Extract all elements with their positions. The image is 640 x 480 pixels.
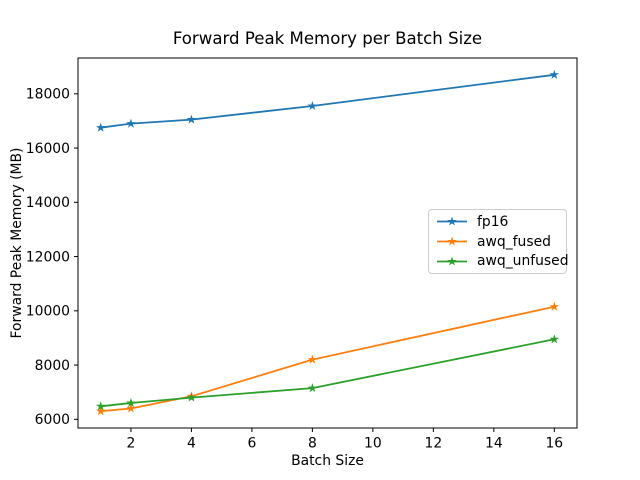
legend-item-awq-fused: awq_fused bbox=[437, 232, 566, 252]
legend-label-awq-unfused: awq_unfused bbox=[477, 253, 569, 270]
legend: fp16 awq_fused awq_unfused bbox=[428, 209, 569, 274]
data-point-marker-awq_fused bbox=[95, 406, 106, 416]
data-point-marker-fp16 bbox=[95, 122, 106, 132]
data-point-marker-awq_fused bbox=[126, 403, 136, 413]
axes-frame bbox=[77, 57, 578, 429]
chart-title: Forward Peak Memory per Batch Size bbox=[172, 29, 483, 48]
x-tick-label: 12 bbox=[425, 436, 443, 452]
y-tick-label: 18000 bbox=[26, 87, 70, 103]
data-point-marker-awq_unfused bbox=[95, 401, 106, 411]
data-point-marker-awq_unfused bbox=[126, 398, 136, 408]
data-point-marker-fp16 bbox=[549, 69, 560, 79]
x-tick-label: 8 bbox=[308, 436, 317, 452]
legend-line-marker-awq-fused bbox=[437, 236, 467, 246]
legend-line-marker-fp16 bbox=[437, 216, 467, 226]
y-tick-label: 8000 bbox=[35, 358, 70, 374]
legend-sample-star-icon bbox=[447, 256, 457, 266]
legend-sample-star-icon bbox=[447, 216, 457, 226]
y-tick-label: 10000 bbox=[26, 304, 70, 320]
data-point-marker-fp16 bbox=[126, 118, 136, 128]
legend-line-marker-awq-unfused bbox=[437, 256, 467, 266]
legend-label-awq-fused: awq_fused bbox=[477, 233, 551, 250]
x-tick-label: 16 bbox=[545, 436, 563, 452]
legend-item-awq-unfused: awq_unfused bbox=[437, 251, 569, 271]
x-tick-label: 2 bbox=[127, 436, 136, 452]
y-tick-label: 16000 bbox=[26, 141, 70, 157]
x-axis-label: Batch Size bbox=[291, 453, 364, 469]
series-line-awq_unfused bbox=[99, 338, 556, 408]
x-tick-label: 10 bbox=[364, 436, 382, 452]
data-point-marker-awq_fused bbox=[549, 301, 560, 311]
legend-label-fp16: fp16 bbox=[477, 213, 509, 230]
series-line-awq_fused bbox=[99, 305, 556, 413]
y-tick-label: 12000 bbox=[26, 249, 70, 265]
legend-sample-star-icon bbox=[447, 236, 457, 246]
data-point-marker-awq_unfused bbox=[186, 392, 197, 402]
data-point-marker-fp16 bbox=[186, 114, 197, 124]
x-tick-label: 6 bbox=[247, 436, 256, 452]
data-point-marker-awq_unfused bbox=[549, 334, 560, 344]
series-line-fp16 bbox=[99, 73, 556, 129]
legend-item-fp16: fp16 bbox=[437, 212, 566, 232]
data-point-marker-fp16 bbox=[307, 101, 318, 111]
data-point-marker-awq_unfused bbox=[307, 383, 318, 393]
y-tick-label: 6000 bbox=[35, 412, 70, 428]
x-tick-label: 4 bbox=[187, 436, 196, 452]
x-tick-label: 14 bbox=[485, 436, 503, 452]
y-tick-label: 14000 bbox=[26, 195, 70, 211]
data-point-marker-awq_fused bbox=[307, 354, 318, 364]
